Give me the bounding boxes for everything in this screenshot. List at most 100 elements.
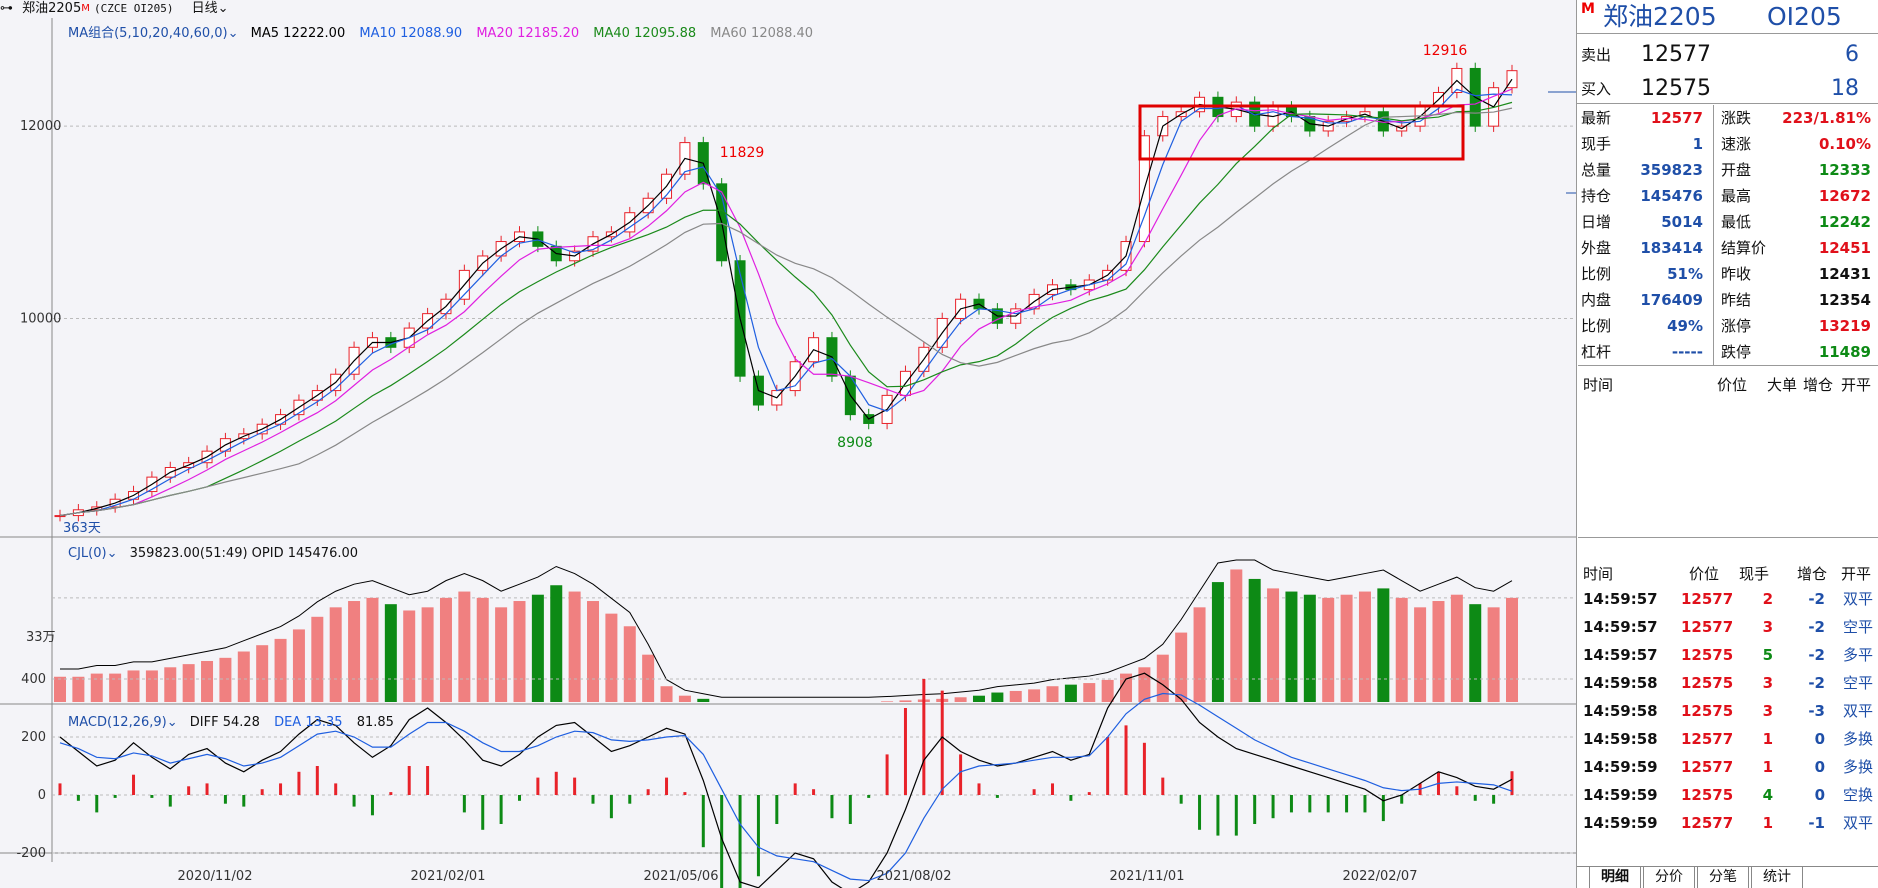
volume-bar[interactable]	[54, 676, 66, 702]
volume-bar[interactable]	[1414, 607, 1427, 702]
volume-bar[interactable]	[1120, 673, 1133, 702]
volume-bar[interactable]	[1101, 679, 1114, 702]
volume-bar[interactable]	[274, 638, 287, 702]
volume-bar[interactable]	[623, 626, 636, 702]
trade-row[interactable]: 14:59:57 12577 3 -2 空平	[1577, 614, 1878, 640]
volume-bar[interactable]	[458, 591, 471, 702]
volume-bar[interactable]	[605, 613, 618, 702]
volume-bar[interactable]	[1175, 632, 1188, 702]
trade-row[interactable]: 14:59:58 12575 3 -3 双平	[1577, 698, 1878, 724]
macd-legend-title[interactable]: MACD(12,26,9)	[68, 715, 167, 730]
volume-bar[interactable]	[678, 695, 691, 702]
volume-bar[interactable]	[90, 673, 103, 702]
volume-bar[interactable]	[550, 585, 563, 702]
volume-legend-title[interactable]: CJL(0)	[68, 546, 107, 561]
tab-detail[interactable]: 明细	[1589, 867, 1641, 888]
period-selector[interactable]: 日线⌄	[192, 1, 229, 16]
trade-row[interactable]: 14:59:59 12577 1 0 多换	[1577, 754, 1878, 780]
tab-ticks[interactable]: 分笔	[1697, 867, 1749, 888]
volume-bar[interactable]	[881, 701, 894, 702]
chart-area[interactable]: 12000100004002000-200-4002020/11/022021/…	[0, 18, 1576, 888]
trade-row[interactable]: 14:59:59 12575 4 0 空换	[1577, 782, 1878, 808]
trade-cell: 3	[1762, 618, 1773, 636]
tab-price[interactable]: 分价	[1643, 867, 1695, 888]
sell-price[interactable]: 12577	[1641, 42, 1711, 67]
volume-bar[interactable]	[1450, 594, 1463, 702]
volume-bar[interactable]	[1211, 582, 1224, 702]
volume-bar[interactable]	[311, 616, 324, 702]
trade-row[interactable]: 14:59:58 12575 3 -2 空平	[1577, 670, 1878, 696]
buy-price[interactable]: 12575	[1641, 76, 1711, 101]
volume-bar[interactable]	[1046, 686, 1059, 702]
trade-row[interactable]: 14:59:59 12577 1 -1 双平	[1577, 810, 1878, 836]
volume-bar[interactable]	[1322, 597, 1335, 702]
volume-bar[interactable]	[1469, 604, 1482, 702]
volume-bar[interactable]	[1340, 594, 1353, 702]
volume-bar[interactable]	[972, 695, 985, 702]
volume-bar[interactable]	[697, 698, 710, 702]
trade-cell: 14:59:59	[1583, 758, 1658, 776]
volume-bar[interactable]	[568, 591, 581, 702]
volume-bar[interactable]	[164, 667, 177, 702]
volume-bar[interactable]	[292, 629, 305, 702]
volume-bar[interactable]	[1009, 690, 1022, 702]
volume-bar[interactable]	[384, 604, 397, 702]
trade-cell: 14:59:57	[1583, 618, 1658, 636]
chevron-down-icon: ⌄	[217, 1, 229, 16]
volume-bar[interactable]	[1303, 594, 1316, 702]
volume-bar[interactable]	[1230, 569, 1243, 702]
volume-bar[interactable]	[1487, 607, 1500, 702]
volume-bar[interactable]	[421, 607, 434, 702]
volume-bar[interactable]	[329, 607, 342, 702]
volume-bar[interactable]	[513, 601, 526, 702]
volume-bar[interactable]	[495, 607, 508, 702]
chevron-down-icon[interactable]: ⌄	[106, 546, 118, 561]
volume-bar[interactable]	[256, 645, 269, 702]
volume-bar[interactable]	[476, 597, 489, 702]
volume-bar[interactable]	[660, 686, 673, 702]
volume-bar[interactable]	[366, 597, 379, 702]
volume-bar[interactable]	[1028, 689, 1041, 702]
volume-bar[interactable]	[182, 664, 195, 702]
volume-bar[interactable]	[1377, 588, 1390, 702]
volume-bar[interactable]	[954, 697, 967, 702]
volume-bar[interactable]	[109, 673, 122, 702]
volume-bar[interactable]	[72, 676, 85, 702]
volume-bar[interactable]	[439, 597, 452, 702]
volume-bar[interactable]	[1358, 591, 1371, 702]
volume-bar[interactable]	[127, 670, 140, 702]
volume-bar[interactable]	[1267, 588, 1280, 702]
volume-bar[interactable]	[1064, 684, 1077, 702]
trade-row[interactable]: 14:59:58 12577 1 0 多换	[1577, 726, 1878, 752]
volume-bar[interactable]	[201, 660, 214, 702]
volume-bar[interactable]	[1138, 667, 1151, 702]
volume-bar[interactable]	[219, 657, 232, 702]
volume-bar[interactable]	[991, 692, 1004, 702]
ma40-value: MA40 12095.88	[593, 26, 697, 41]
volume-bar[interactable]	[237, 651, 250, 702]
volume-bar[interactable]	[642, 654, 655, 702]
volume-bar[interactable]	[1395, 597, 1408, 702]
volume-bar[interactable]	[1083, 683, 1096, 702]
volume-bar[interactable]	[403, 610, 416, 702]
volume-bar[interactable]	[531, 594, 544, 702]
tab-stats[interactable]: 统计	[1751, 867, 1803, 888]
chevron-down-icon[interactable]: ⌄	[166, 715, 178, 730]
volume-bar[interactable]	[899, 700, 912, 702]
chevron-down-icon[interactable]: ⌄	[227, 26, 239, 41]
volume-bar[interactable]	[1248, 578, 1261, 702]
volume-bar[interactable]	[145, 670, 158, 702]
volume-bar[interactable]	[1285, 591, 1298, 702]
quote-panel: M 郑油2205 OI205 卖出 12577 6 买入 12575 18 最新…	[1576, 0, 1878, 888]
volume-bar[interactable]	[587, 601, 600, 702]
trade-row[interactable]: 14:59:57 12575 5 -2 多平	[1577, 642, 1878, 668]
volume-bar[interactable]	[1506, 597, 1518, 702]
volume-bar[interactable]	[1193, 607, 1206, 702]
volume-bar[interactable]	[348, 601, 361, 702]
ma-legend-title[interactable]: MA组合(5,10,20,40,60,0)	[68, 26, 228, 41]
volume-bar[interactable]	[1432, 601, 1445, 702]
volume-bar[interactable]	[1156, 654, 1169, 702]
trade-row[interactable]: 14:59:57 12577 2 -2 双平	[1577, 586, 1878, 612]
link-icon[interactable]: ⊶	[0, 1, 13, 16]
candle[interactable]	[54, 515, 66, 518]
